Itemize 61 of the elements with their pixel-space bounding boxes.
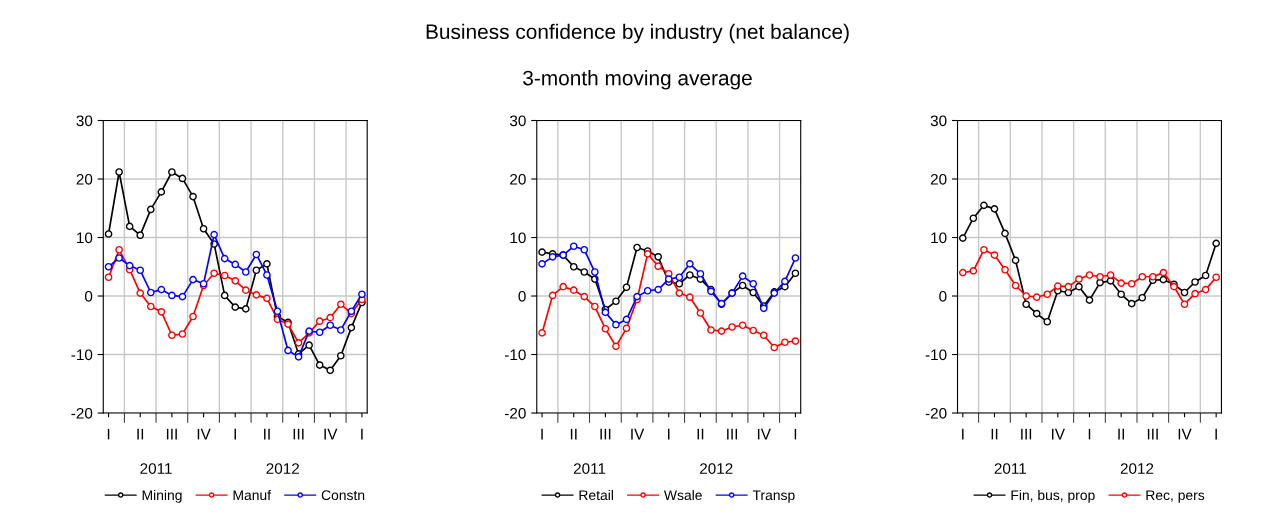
x-tick-label: II — [264, 428, 270, 440]
text: 2012 — [266, 463, 299, 474]
x-tick-label: III — [727, 428, 738, 440]
text: 2011 — [573, 463, 606, 474]
chart-subtitle: 3-month moving average — [523, 70, 752, 90]
x-tick-label: IV — [1178, 428, 1192, 440]
legend-label: Transp — [752, 490, 795, 503]
y-tick-label: 30 — [509, 115, 526, 127]
legend-label: Manuf — [233, 489, 272, 501]
y-tick-label: 0 — [518, 290, 526, 302]
y-tick-label: 30 — [930, 115, 947, 127]
x-tick-label: II — [570, 428, 577, 440]
x-tick-label: III — [293, 428, 304, 440]
x-tick-label: IV — [197, 428, 211, 440]
x-tick-label: III — [166, 428, 177, 440]
x-tick-label: I — [962, 428, 964, 440]
y-tick-label: -20 — [71, 407, 93, 419]
y-tick-label: 10 — [931, 232, 947, 244]
y-tick-label: 20 — [76, 173, 93, 185]
legend-label: Constn — [321, 490, 365, 501]
x-tick-label: I — [361, 428, 363, 440]
x-tick-label: I — [234, 428, 236, 440]
x-tick-label: III — [1147, 428, 1158, 440]
x-tick-label: IV — [757, 428, 771, 440]
text: 2012 — [1120, 463, 1154, 474]
y-tick-label: 20 — [930, 173, 947, 185]
text: 2011 — [140, 463, 172, 474]
chart-title: Business confidence by industry (net balance) — [426, 23, 849, 44]
y-tick-label: 10 — [510, 232, 526, 244]
y-tick-label: -10 — [925, 349, 947, 361]
x-tick-label: IV — [631, 428, 645, 440]
x-tick-label: III — [1021, 428, 1032, 440]
x-tick-label: I — [541, 428, 543, 440]
x-tick-label: IV — [1052, 428, 1065, 440]
x-tick-label: I — [668, 428, 670, 440]
x-tick-label: II — [137, 428, 144, 440]
legend-label: Wsale — [663, 489, 702, 501]
y-tick-label: -10 — [71, 349, 93, 361]
legend-label: Retail — [579, 489, 613, 501]
y-tick-label: 0 — [84, 290, 93, 302]
x-tick-label: II — [991, 428, 998, 440]
y-tick-label: 30 — [76, 115, 93, 127]
y-tick-label: -10 — [504, 349, 526, 361]
legend-label: Mining — [142, 489, 182, 503]
x-tick-label: I — [1088, 428, 1091, 440]
x-tick-label: I — [107, 428, 110, 440]
text: 2012 — [700, 463, 733, 474]
y-tick-label: 10 — [77, 232, 93, 244]
y-tick-label: -20 — [504, 407, 526, 419]
x-tick-label: II — [697, 428, 704, 440]
y-tick-label: 20 — [510, 173, 526, 185]
x-tick-label: I — [794, 428, 797, 440]
legend-label: Rec, pers — [1146, 490, 1205, 503]
y-tick-label: 0 — [939, 290, 947, 302]
x-tick-label: I — [1215, 428, 1217, 440]
legend-label: Fin, bus, prop — [1011, 489, 1095, 503]
text: 2011 — [994, 463, 1026, 474]
x-tick-label: III — [600, 428, 611, 440]
x-tick-label: II — [1118, 428, 1124, 440]
x-tick-label: IV — [324, 428, 338, 440]
y-tick-label: -20 — [925, 407, 947, 419]
